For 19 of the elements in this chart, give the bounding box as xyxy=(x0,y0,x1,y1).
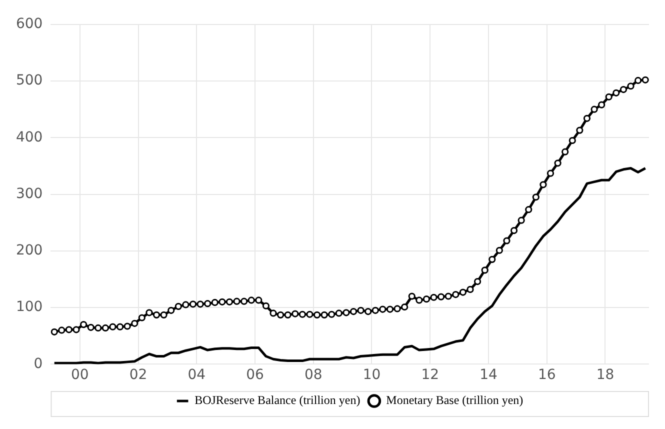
x-tick-label: 10 xyxy=(362,367,381,384)
legend-label: Monetary Base (trillion yen) xyxy=(386,393,524,408)
y-tick-label: 300 xyxy=(16,186,43,202)
y-tick-label: 600 xyxy=(16,16,43,32)
y-tick-label: 400 xyxy=(16,129,43,146)
x-tick-label: 18 xyxy=(596,367,614,384)
y-tick-label: 0 xyxy=(34,356,43,372)
y-tick-label: 500 xyxy=(16,72,43,89)
x-tick-label: 12 xyxy=(421,367,440,384)
x-tick-label: 08 xyxy=(304,367,322,384)
x-tick-label: 02 xyxy=(129,367,148,384)
x-tick-label: 06 xyxy=(246,367,264,384)
x-tick-label: 04 xyxy=(188,367,206,384)
x-tick-label: 00 xyxy=(70,367,89,384)
legend-label: BOJReserve Balance (trillion yen) xyxy=(194,393,360,408)
x-tick-label: 14 xyxy=(480,367,498,384)
x-tick-label: 16 xyxy=(538,367,556,384)
y-tick-label: 200 xyxy=(16,242,43,259)
y-tick-label: 100 xyxy=(16,299,43,316)
